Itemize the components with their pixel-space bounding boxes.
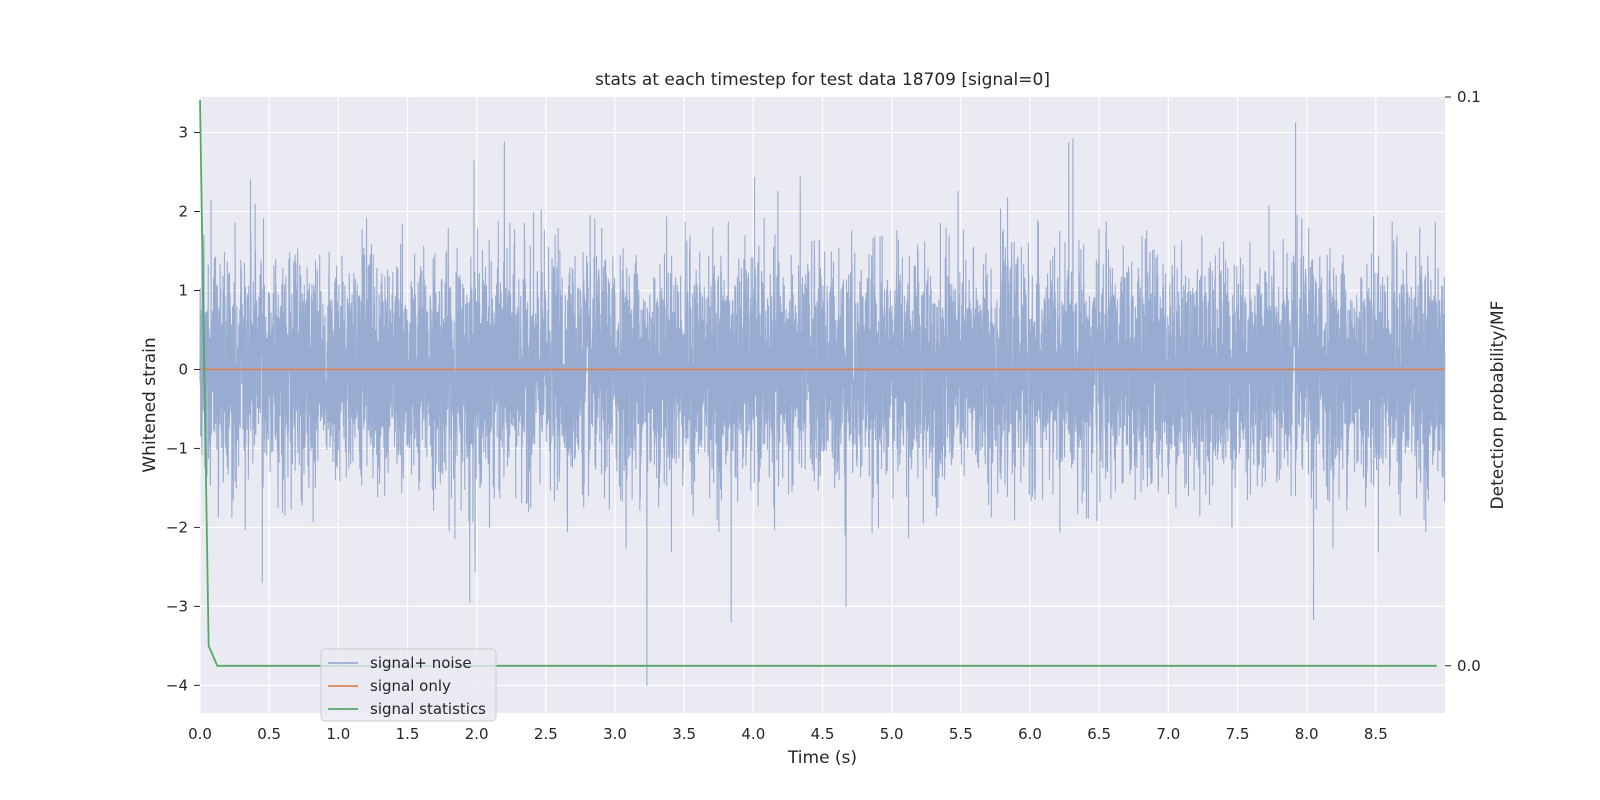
x-tick-label: 8.0 (1295, 725, 1319, 743)
legend: signal+ noise signal only signal statistic… (320, 648, 497, 722)
x-tick-label: 5.5 (949, 725, 973, 743)
x-tick-label: 4.5 (811, 725, 835, 743)
x-tick-label: 7.5 (1226, 725, 1250, 743)
y2-axis-label: Detection probability/MF (1488, 301, 1508, 510)
x-tick-label: 3.5 (672, 725, 696, 743)
y-tick-label: −2 (166, 518, 188, 536)
chart-title: stats at each timestep for test data 187… (595, 70, 1050, 90)
x-tick-label: 5.0 (880, 725, 904, 743)
y-tick-label: 3 (178, 124, 188, 142)
signal-statistics-line (199, 99, 1437, 667)
series-signal-statistics (199, 99, 1437, 667)
x-axis-label: Time (s) (787, 748, 857, 768)
x-tick-label: 7.0 (1156, 725, 1180, 743)
series-signal-plus-noise (199, 122, 1446, 686)
x-tick-label: 0.5 (257, 725, 281, 743)
noise-line (199, 122, 1446, 686)
legend-box (320, 648, 497, 722)
y-tick-label: −3 (166, 597, 188, 615)
x-tick-label: 0.0 (188, 725, 212, 743)
legend-label: signal+ noise (370, 654, 472, 672)
y-axis-ticks: 3 2 1 0 −1 −2 −3 −4 (166, 124, 200, 694)
y-tick-label: −1 (166, 439, 188, 457)
legend-label: signal statistics (370, 700, 486, 718)
x-tick-label: 4.0 (741, 725, 765, 743)
x-axis-ticks: 0.0 0.5 1.0 1.5 2.0 2.5 3.0 3.5 4.0 4.5 5.0 5.5 6.0 6… (188, 725, 1388, 743)
y-axis-label: Whitened strain (140, 337, 160, 472)
x-tick-label: 1.0 (326, 725, 350, 743)
y2-tick-label: 0.1 (1457, 88, 1481, 106)
x-tick-label: 6.0 (1018, 725, 1042, 743)
y-tick-label: −4 (166, 676, 188, 694)
y2-tick-label: 0.0 (1457, 657, 1481, 675)
x-tick-label: 1.5 (396, 725, 420, 743)
y-tick-label: 1 (178, 281, 188, 299)
x-tick-label: 8.5 (1364, 725, 1388, 743)
x-tick-label: 2.5 (534, 725, 558, 743)
x-tick-label: 3.0 (603, 725, 627, 743)
y2-axis-ticks: 0.1 0.0 (1445, 88, 1481, 675)
x-tick-label: 2.0 (465, 725, 489, 743)
y-tick-label: 2 (178, 203, 188, 221)
legend-label: signal only (370, 677, 451, 695)
x-tick-label: 6.5 (1087, 725, 1111, 743)
y-tick-label: 0 (178, 360, 188, 378)
